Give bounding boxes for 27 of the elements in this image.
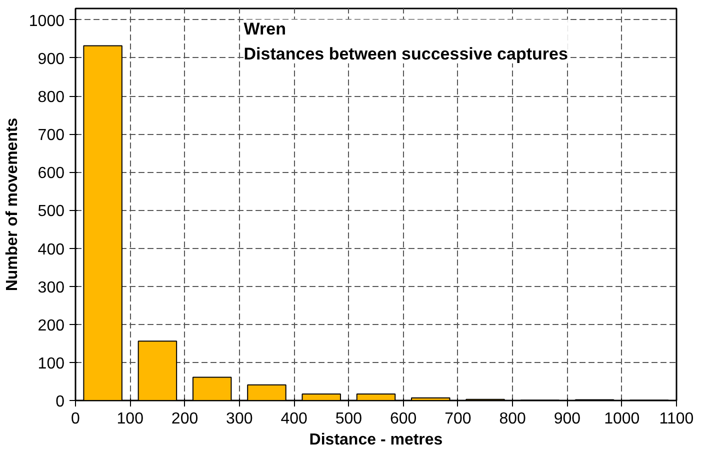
y-tick-label: 800 [38, 89, 65, 106]
x-tick-label: 0 [71, 410, 80, 428]
x-tick-label: 400 [280, 410, 308, 428]
x-tick-label: 300 [226, 410, 253, 428]
y-tick-label: 300 [38, 279, 65, 296]
y-tick-label: 400 [38, 241, 65, 258]
text: Distances between successive captures [244, 44, 568, 64]
y-tick-label: 100 [38, 355, 65, 372]
x-tick-label: 600 [390, 410, 417, 428]
y-tick-label: 600 [38, 165, 65, 182]
x-axis-title: Distance - metres [309, 432, 443, 448]
x-tick-label: 1100 [659, 410, 694, 428]
x-tick-label: 1000 [604, 410, 640, 428]
x-tick-label: 200 [171, 410, 198, 428]
x-tick-label: 700 [444, 410, 472, 428]
x-tick-label: 100 [116, 410, 144, 428]
y-tick-label: 1000 [28, 12, 65, 30]
y-tick-label: 200 [38, 317, 65, 334]
text: Wren [244, 20, 286, 39]
y-axis-title: Number of movements [4, 118, 21, 292]
y-tick-label: 900 [38, 50, 65, 68]
x-tick-label: 900 [554, 410, 581, 428]
x-tick-label: 800 [499, 410, 526, 428]
y-tick-label: 500 [38, 203, 65, 220]
x-tick-label: 500 [335, 410, 362, 428]
y-tick-label: 0 [56, 394, 65, 410]
y-tick-label: 700 [38, 127, 65, 144]
